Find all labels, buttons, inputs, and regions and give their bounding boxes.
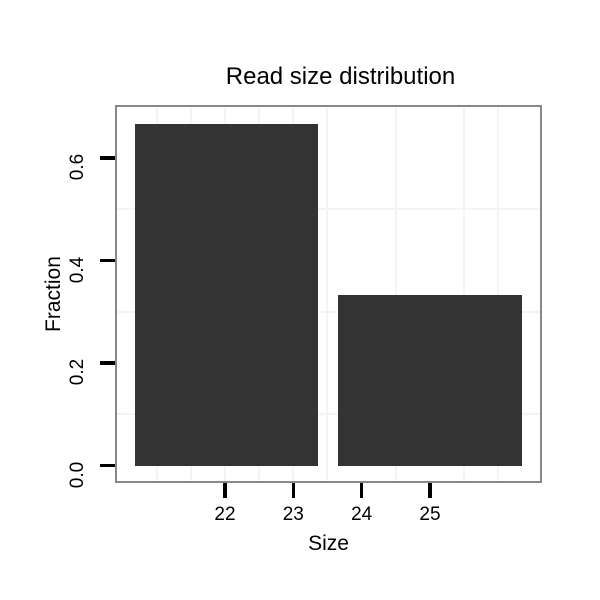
y-tick-label-0.2: 0.2: [67, 358, 88, 386]
y-tick-mark-0.4: [100, 258, 115, 263]
plot-panel: [117, 107, 540, 481]
x-tick-mark-23: [291, 483, 296, 498]
minor-gridline-y: [117, 413, 540, 416]
x-axis-title: Size: [308, 532, 349, 555]
y-tick-mark-0.0: [100, 463, 115, 468]
bar-size-25: [338, 295, 522, 466]
minor-gridline-y: [117, 208, 540, 211]
y-tick-label-0.6: 0.6: [67, 154, 88, 181]
minor-gridline-y: [117, 310, 540, 313]
x-tick-mark-25: [428, 483, 432, 498]
x-tick-mark-24: [359, 483, 364, 498]
chart-title: Read size distribution: [225, 63, 456, 90]
x-tick-label-22: 22: [214, 504, 236, 525]
y-tick-mark-0.2: [100, 361, 115, 365]
minor-gridline-x: [326, 107, 329, 481]
x-tick-label-25: 25: [419, 504, 441, 525]
bar-size-22: [134, 123, 318, 466]
y-axis-title: Fraction: [42, 256, 65, 332]
x-tick-mark-22: [223, 483, 227, 498]
x-tick-label-23: 23: [282, 504, 304, 525]
y-tick-label-0.4: 0.4: [67, 256, 88, 283]
y-tick-mark-0.6: [100, 156, 115, 160]
minor-gridline-x: [497, 107, 500, 481]
y-tick-label-0.0: 0.0: [67, 461, 88, 488]
x-tick-label-24: 24: [351, 504, 373, 525]
minor-gridline-x: [463, 107, 466, 481]
minor-gridline-x: [394, 107, 397, 481]
